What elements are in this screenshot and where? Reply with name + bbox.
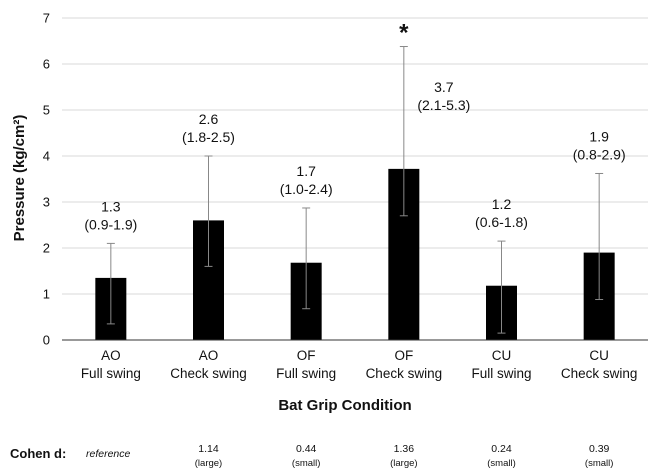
data-label-value: 2.6: [199, 111, 219, 127]
category-label-line2: Full swing: [276, 366, 336, 381]
category-label-line2: Full swing: [471, 366, 531, 381]
y-tick-label: 3: [43, 195, 50, 210]
y-tick-label: 7: [43, 11, 50, 26]
data-label-value: 1.7: [296, 163, 316, 179]
value-annotations: 1.3 (0.9-1.9) 2.6 (1.8-2.5) 1.7 (1.0-2.4) 3.7 (…: [84, 20, 625, 233]
category-label-line1: OF: [297, 348, 316, 363]
data-label-range: (0.6-1.8): [475, 214, 528, 230]
category-label-line2: Check swing: [366, 366, 443, 381]
category-labels: AO Full swing AO Check swing OF Full swing OF C…: [81, 348, 638, 381]
data-label-range: (1.8-2.5): [182, 129, 235, 145]
y-tick-label: 1: [43, 287, 50, 302]
category-label-line2: Check swing: [561, 366, 638, 381]
effect-size-magnitude: (small): [292, 458, 321, 469]
y-tick-label: 4: [43, 149, 50, 164]
y-axis-ticks: 0 1 2 3 4 5 6 7: [43, 11, 50, 348]
x-axis-title: Bat Grip Condition: [278, 397, 411, 414]
effect-size-label: Cohen d:: [10, 446, 66, 461]
category-label-line1: AO: [199, 348, 219, 363]
effect-size-magnitude: (small): [585, 458, 614, 469]
effect-size-reference: reference: [86, 448, 131, 460]
effect-size-magnitude: (large): [390, 458, 417, 469]
data-label-value: 3.7: [434, 79, 454, 95]
data-label-value: 1.9: [589, 128, 609, 144]
data-label-value: 1.2: [492, 196, 512, 212]
significance-star: *: [399, 20, 409, 47]
y-tick-label: 2: [43, 241, 50, 256]
category-label-line1: AO: [101, 348, 121, 363]
data-label-range: (2.1-5.3): [417, 97, 470, 113]
y-tick-label: 0: [43, 333, 50, 348]
category-label-line1: CU: [492, 348, 512, 363]
gridlines: [62, 17, 648, 295]
data-label-range: (0.8-2.9): [573, 146, 626, 162]
effect-size-value: 0.39: [589, 443, 610, 455]
error-bars: [106, 46, 604, 334]
effect-size-value: 1.14: [198, 443, 219, 455]
data-label-range: (0.9-1.9): [84, 216, 137, 232]
bars: [95, 168, 615, 340]
category-label-line2: Full swing: [81, 366, 141, 381]
effect-size-magnitude: (large): [195, 458, 222, 469]
y-tick-label: 5: [43, 103, 50, 118]
category-label-line1: OF: [394, 348, 413, 363]
effect-size-row: Cohen d: reference 1.14 (large) 0.44 (small…: [10, 443, 613, 469]
category-label-line2: Check swing: [170, 366, 247, 381]
data-label-range: (1.0-2.4): [280, 181, 333, 197]
effect-size-value: 0.24: [491, 443, 512, 455]
y-tick-label: 6: [43, 57, 50, 72]
data-label-value: 1.3: [101, 198, 121, 214]
y-axis-title: Pressure (kg/cm²): [11, 115, 28, 242]
effect-size-value: 0.44: [296, 443, 317, 455]
effect-size-value: 1.36: [394, 443, 415, 455]
category-label-line1: CU: [589, 348, 609, 363]
effect-size-magnitude: (small): [487, 458, 516, 469]
